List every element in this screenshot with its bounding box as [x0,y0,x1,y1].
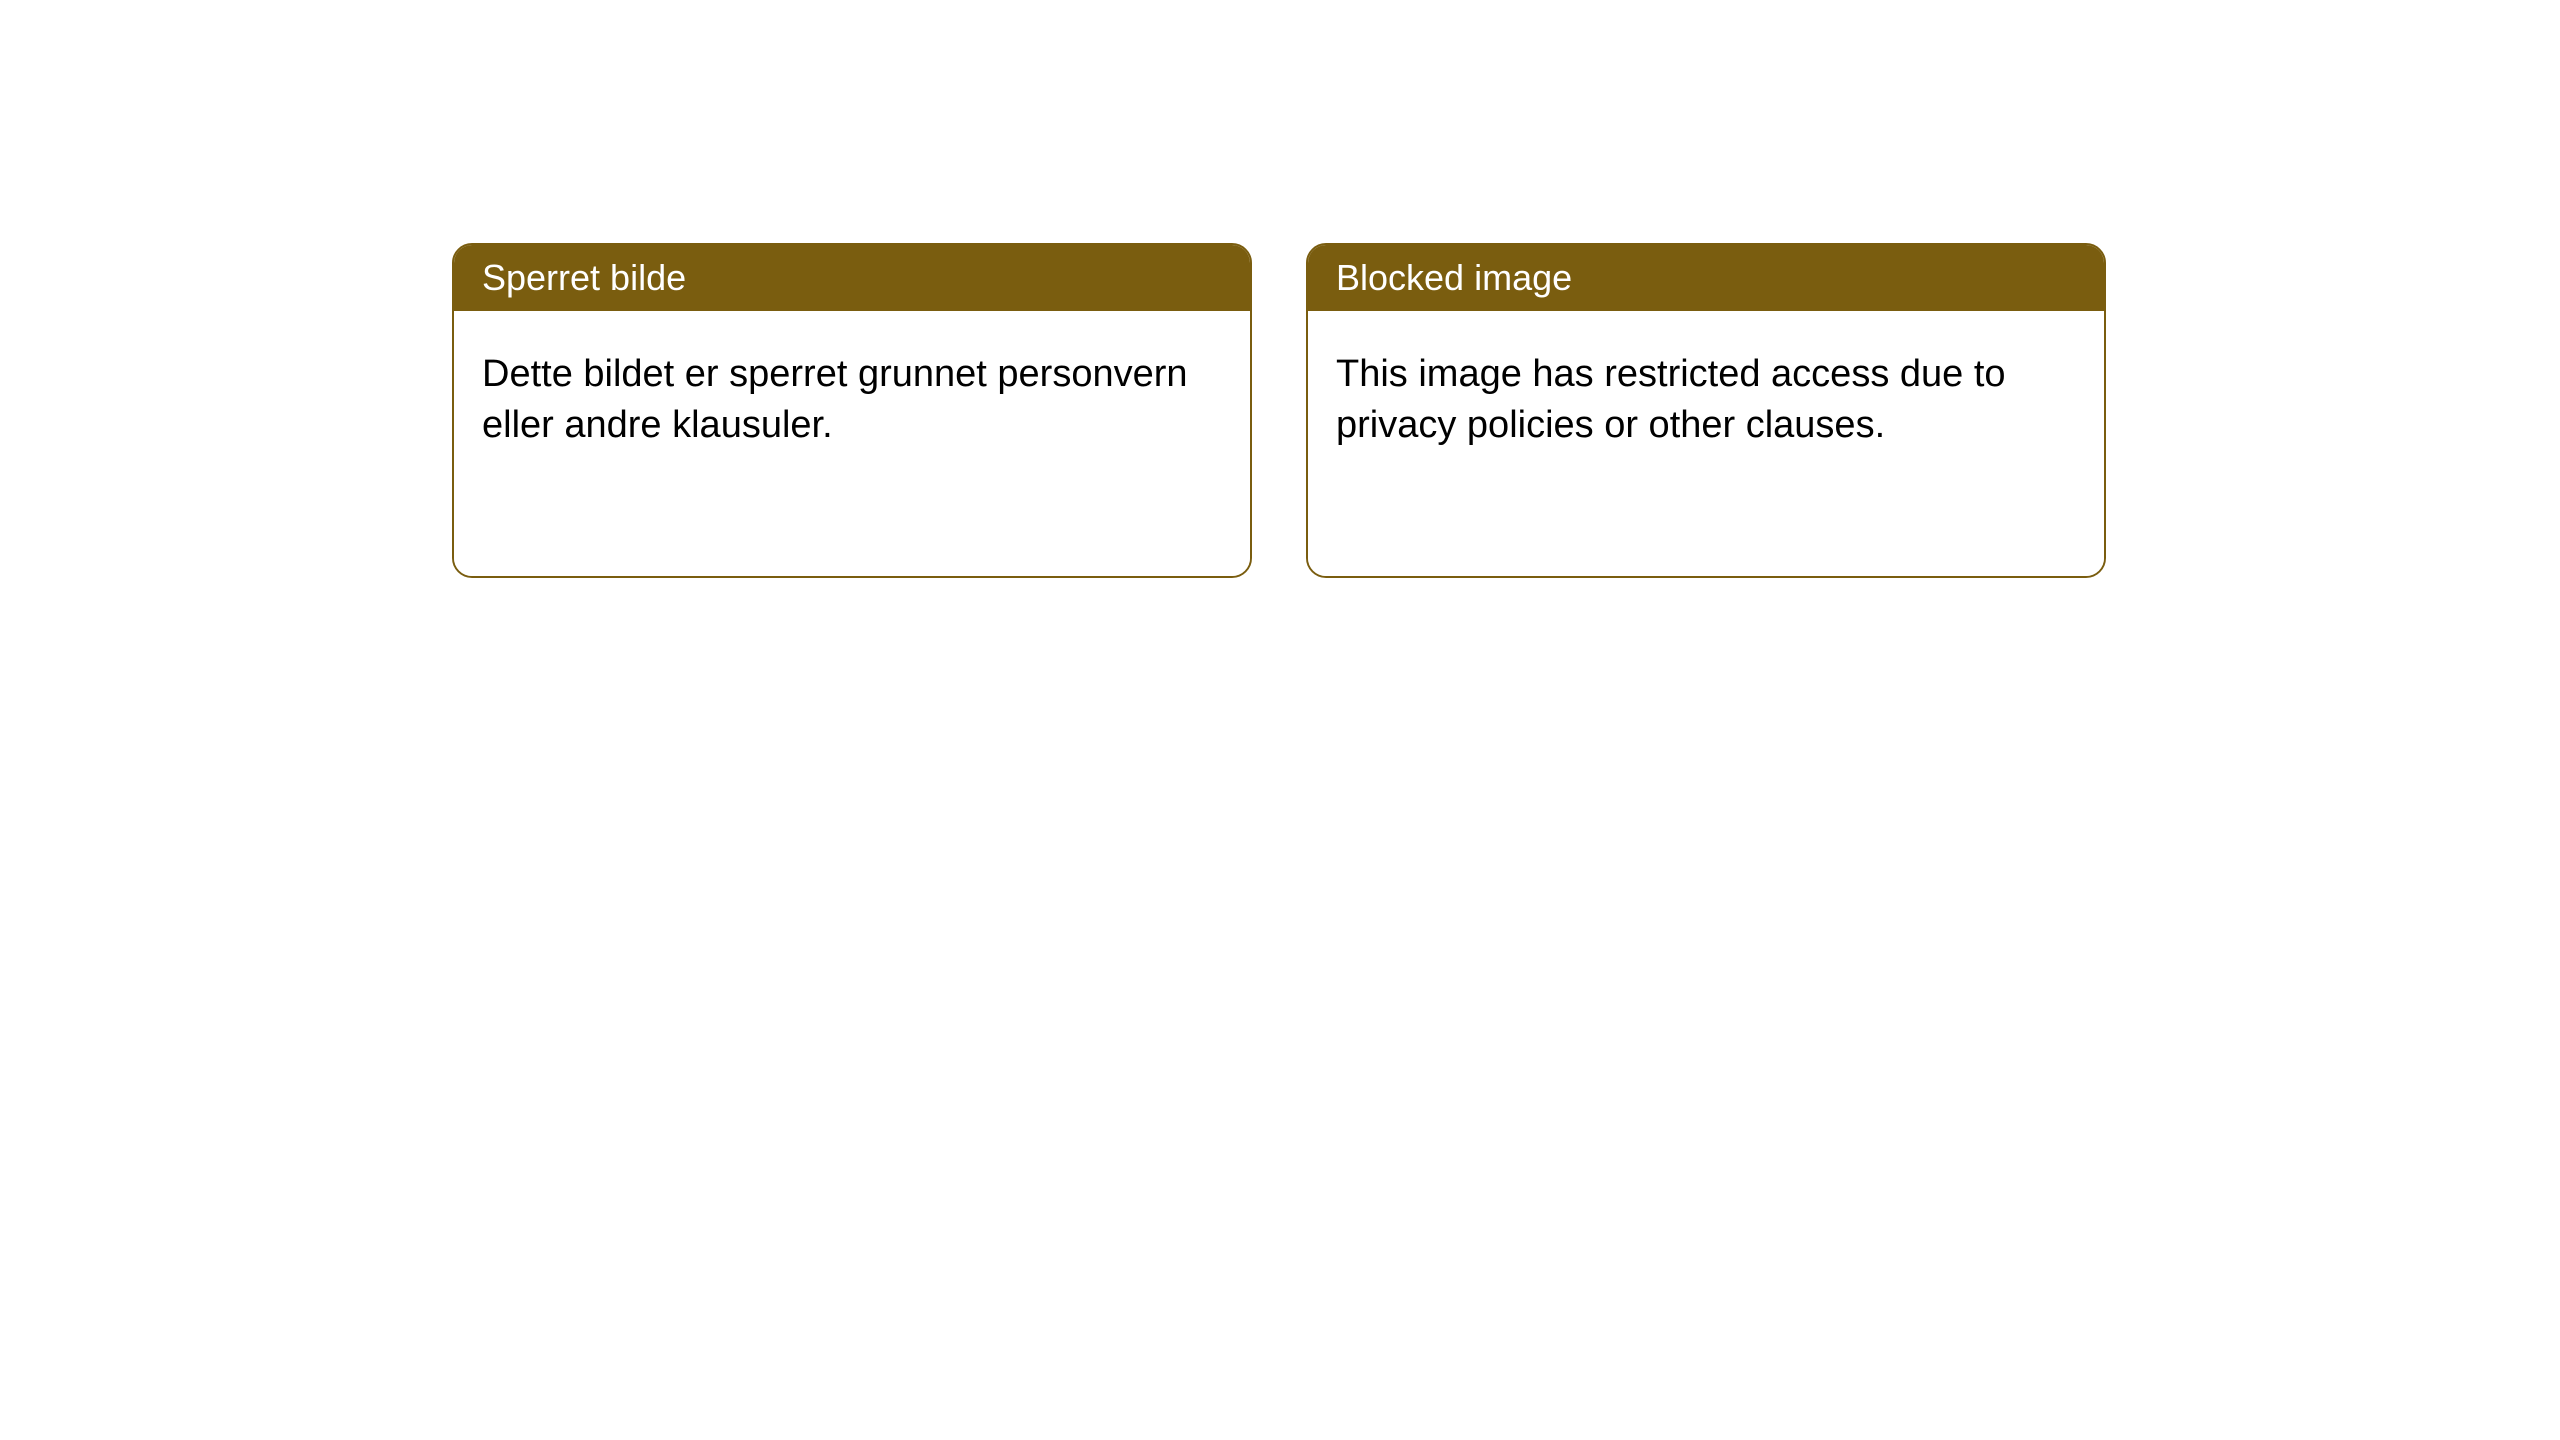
notice-cards-container: Sperret bilde Dette bildet er sperret gr… [452,243,2106,578]
card-body-text: This image has restricted access due to … [1336,349,2076,452]
notice-card-english: Blocked image This image has restricted … [1306,243,2106,578]
card-body-text: Dette bildet er sperret grunnet personve… [482,349,1222,452]
card-title: Sperret bilde [482,257,686,298]
card-body: This image has restricted access due to … [1308,311,2104,576]
notice-card-norwegian: Sperret bilde Dette bildet er sperret gr… [452,243,1252,578]
card-header: Sperret bilde [454,245,1250,311]
card-body: Dette bildet er sperret grunnet personve… [454,311,1250,576]
card-title: Blocked image [1336,257,1572,298]
card-header: Blocked image [1308,245,2104,311]
